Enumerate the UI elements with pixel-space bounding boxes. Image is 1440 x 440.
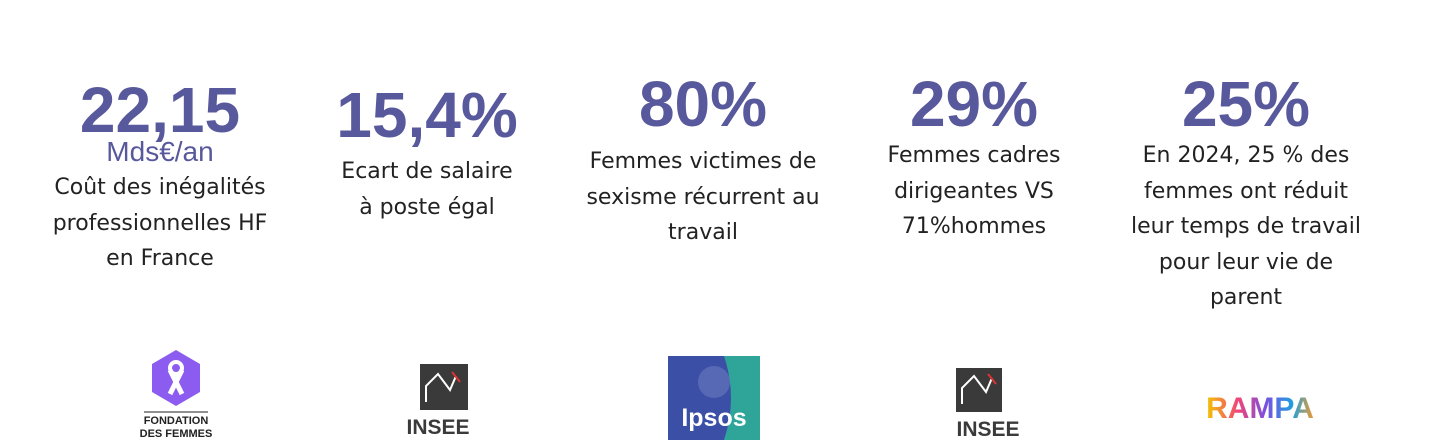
description-line: En 2024, 25 % des bbox=[1142, 143, 1350, 168]
description-line: parent bbox=[1209, 285, 1283, 310]
logo-ipsos: Ipsos bbox=[668, 356, 760, 440]
logo-background bbox=[724, 356, 760, 440]
description-line: leur temps de travail bbox=[1130, 214, 1361, 239]
logo-insee: INSEE bbox=[406, 364, 470, 438]
description-line: femmes ont réduit bbox=[1144, 178, 1348, 204]
description-line: pour leur vie de bbox=[1158, 249, 1334, 275]
stat-value: 22,15 bbox=[79, 74, 241, 146]
logo-figure bbox=[451, 371, 461, 383]
description-line: professionnelles HF bbox=[52, 210, 268, 236]
logo-text: Ipsos bbox=[681, 404, 746, 432]
description-line: sexisme récurrent au bbox=[586, 184, 820, 210]
stat: 15,4% Ecart de salaire à poste égal bbox=[287, 83, 567, 225]
description-line: en France bbox=[106, 246, 214, 271]
description-line: Femmes cadres bbox=[887, 143, 1061, 168]
stat-value: 25% bbox=[1181, 68, 1311, 140]
logo-text: FONDATION bbox=[144, 415, 209, 427]
description-line: Ecart de salaire bbox=[341, 159, 513, 184]
logo-text: DES FEMMES bbox=[140, 428, 213, 440]
logo-text: RAMPA bbox=[1206, 392, 1314, 425]
logo-insee: INSEE bbox=[956, 368, 1020, 440]
description-line: à poste égal bbox=[359, 194, 495, 220]
stat-value: 29% bbox=[909, 68, 1039, 140]
logo-square bbox=[956, 368, 1002, 412]
stat: 29% Femmes cadres dirigeantes VS 71%hommes bbox=[834, 72, 1114, 245]
logo-figure bbox=[698, 366, 730, 398]
logo-rampa: RAMPA bbox=[1206, 392, 1314, 425]
stat: 22,15 Mds€/an Coût des inégalités profess… bbox=[20, 78, 300, 277]
logo-square bbox=[420, 364, 468, 410]
description-line: 71%hommes bbox=[901, 214, 1047, 239]
logo-figure bbox=[425, 372, 457, 402]
description-line: Coût des inégalités bbox=[54, 175, 266, 200]
stat-description: Coût des inégalités professionnelles HF en… bbox=[20, 170, 300, 277]
stat-unit: Mds€/an bbox=[106, 136, 214, 167]
description-line: Femmes victimes de bbox=[589, 149, 817, 174]
stat-description: Femmes cadres dirigeantes VS 71%hommes bbox=[834, 138, 1114, 245]
logo-ribbon bbox=[168, 360, 184, 376]
stat: 25% En 2024, 25 % des femmes ont réduit le… bbox=[1106, 72, 1386, 316]
stat-description: En 2024, 25 % des femmes ont réduit leur t… bbox=[1106, 138, 1386, 316]
description-line: travail bbox=[668, 220, 738, 245]
stat: 80% Femmes victimes de sexisme récurrent … bbox=[563, 72, 843, 251]
logo-text: INSEE bbox=[406, 416, 469, 438]
stat-description: Femmes victimes de sexisme récurrent au tr… bbox=[563, 144, 843, 251]
stat-value: 80% bbox=[638, 68, 768, 140]
stat-value: 15,4% bbox=[336, 79, 518, 151]
logo-figure bbox=[961, 374, 993, 404]
logo-fondation-des-femmes: FONDATION DES FEMMES bbox=[140, 350, 213, 440]
logo-text: INSEE bbox=[956, 418, 1019, 440]
description-line: dirigeantes VS bbox=[894, 178, 1054, 204]
logo-figure bbox=[987, 373, 997, 385]
stat-description: Ecart de salaire à poste égal bbox=[287, 154, 567, 225]
